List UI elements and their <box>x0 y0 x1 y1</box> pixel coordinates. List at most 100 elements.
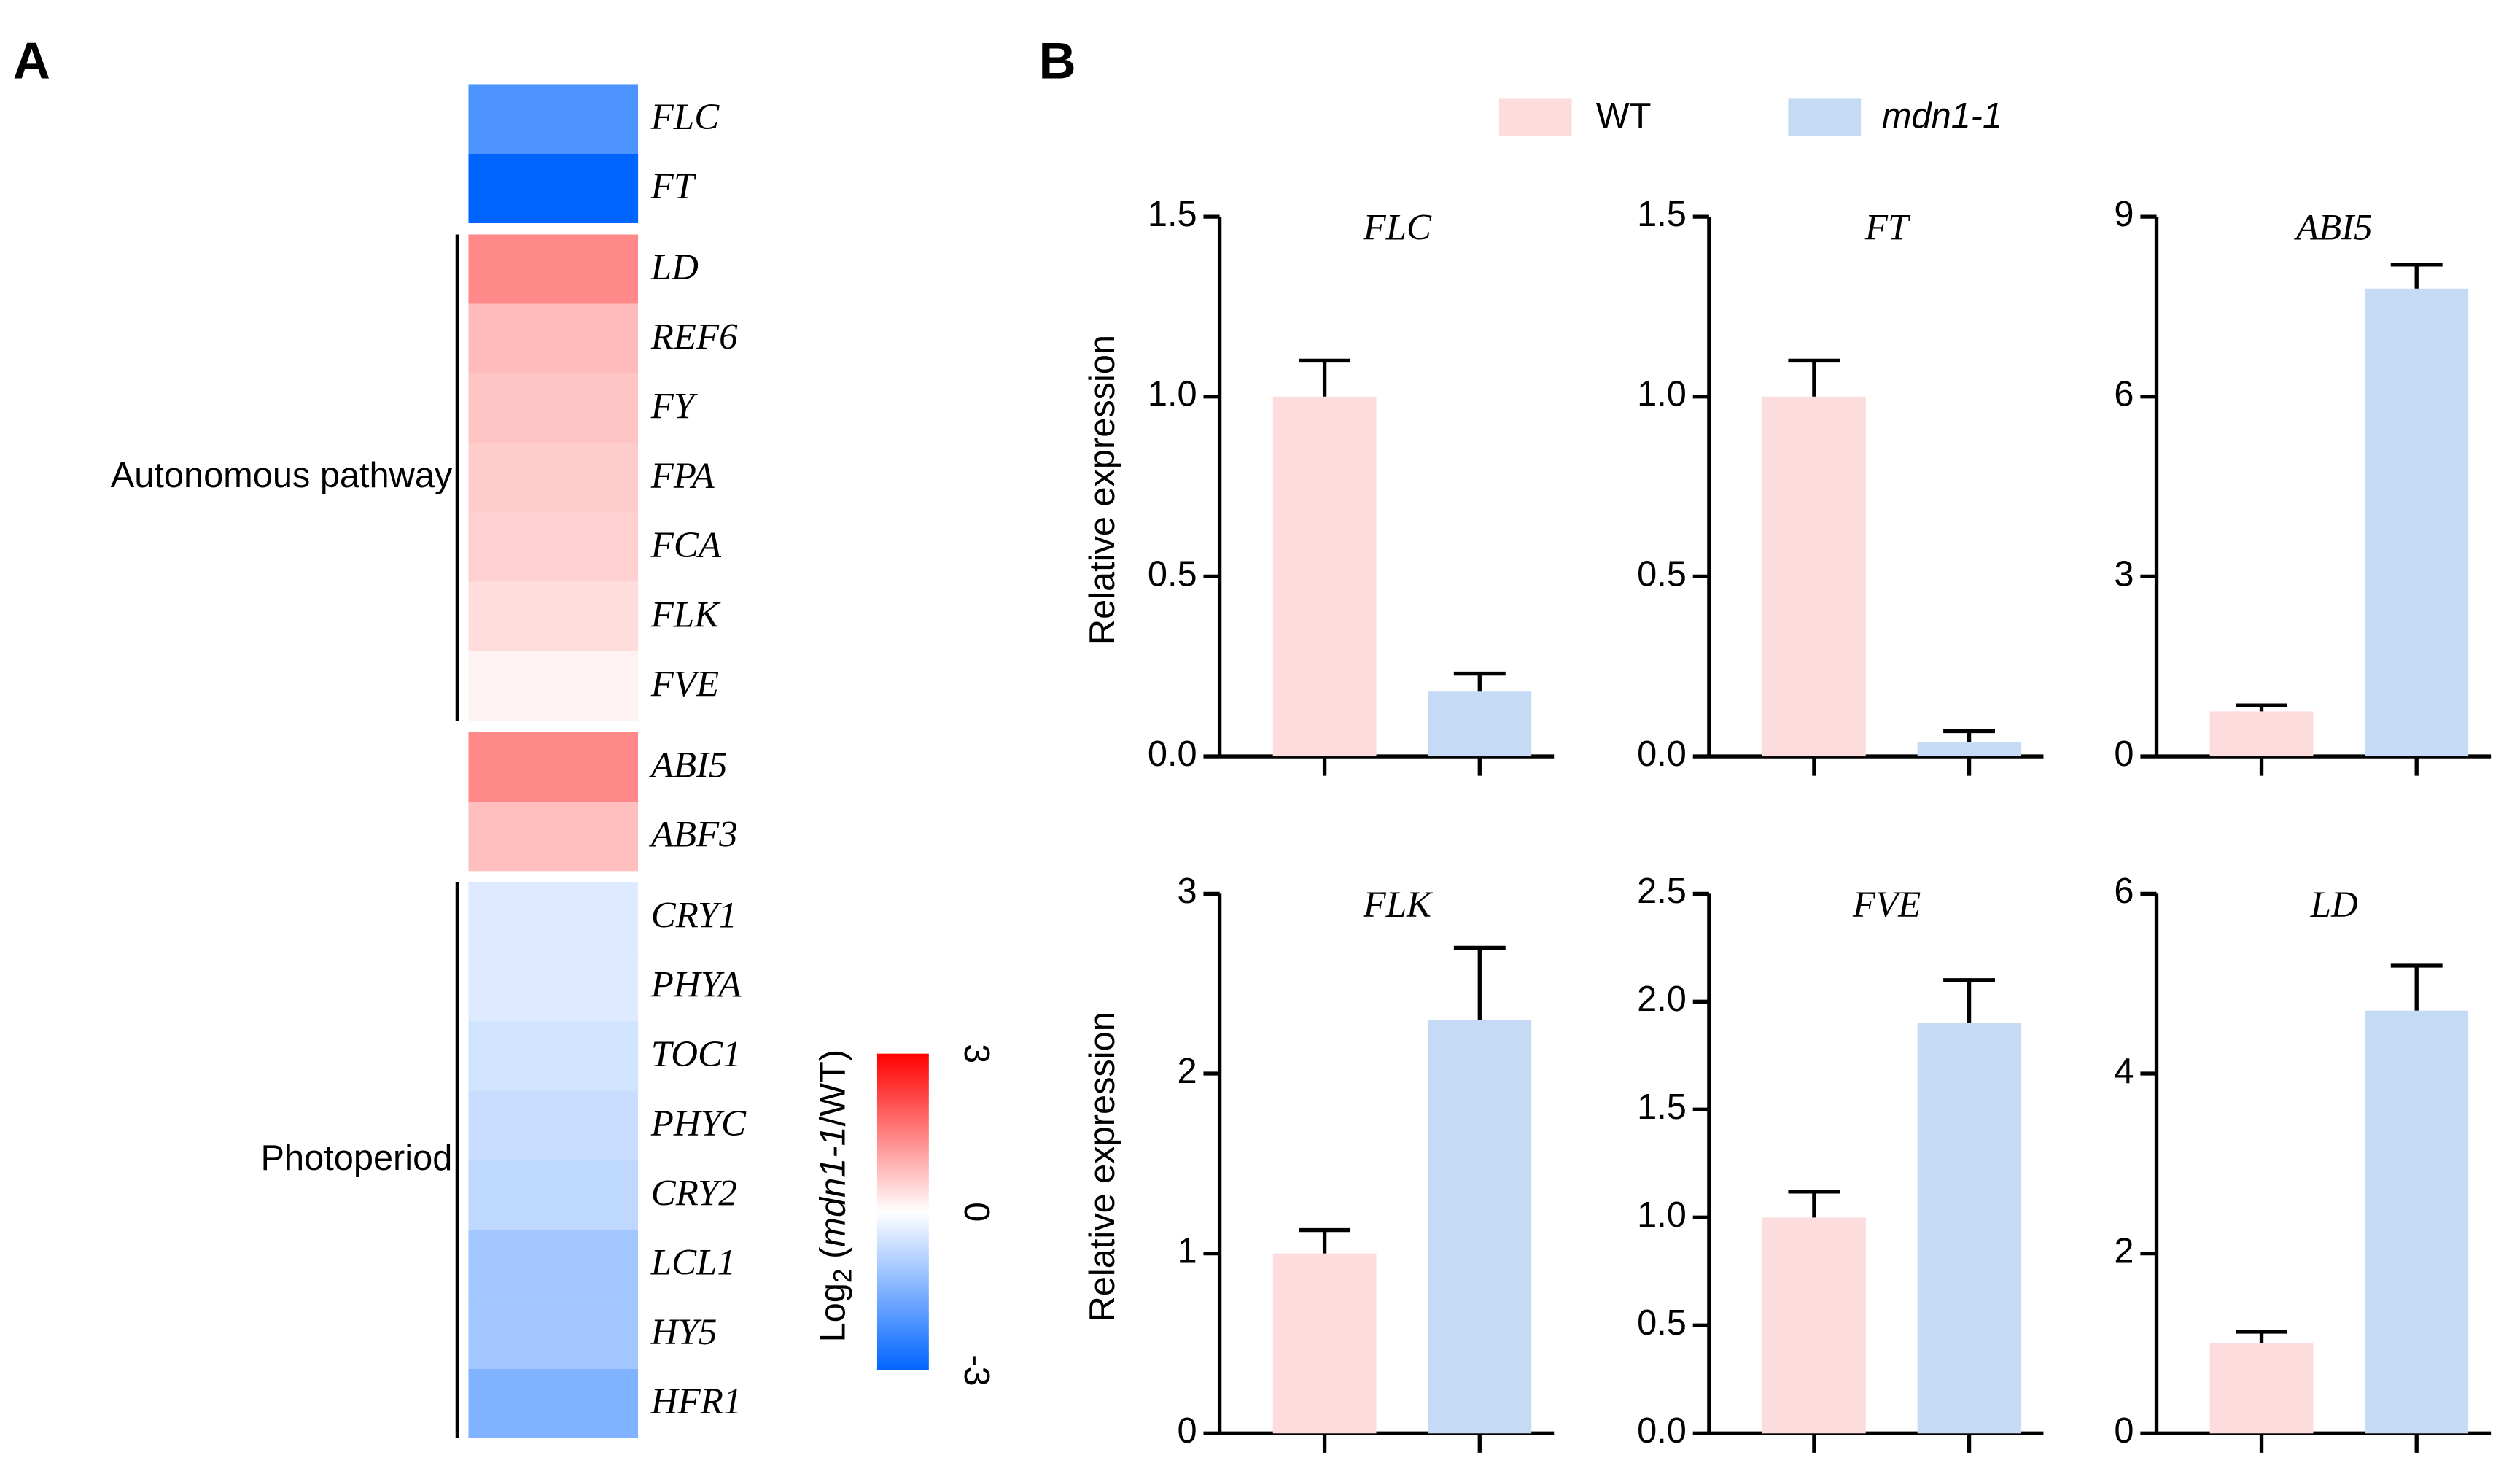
heatmap-cell <box>468 732 639 802</box>
panel-label: B <box>1038 33 1076 90</box>
heatmap-cell <box>468 952 639 1022</box>
bar <box>1428 1020 1532 1434</box>
colorbar-tick-label: 3 <box>957 1044 996 1063</box>
gene-label: ABF3 <box>649 815 738 856</box>
panel-label: A <box>13 33 50 90</box>
y-tick-label: 0.5 <box>1637 1303 1687 1343</box>
y-tick-label: 0 <box>2114 1411 2134 1451</box>
y-tick-label: 2 <box>2114 1232 2134 1271</box>
y-tick-label: 1.0 <box>1148 375 1197 414</box>
heatmap-cell <box>468 373 639 443</box>
bar <box>2209 1343 2314 1434</box>
heatmap-cell <box>468 153 639 223</box>
gene-label: PHYA <box>650 965 742 1006</box>
chart-title: FLK <box>1363 885 1434 926</box>
y-tick-label: 2 <box>1177 1052 1197 1091</box>
heatmap-cell <box>468 1368 639 1438</box>
error-bar <box>1299 1227 1351 1254</box>
chart-title: FT <box>1864 208 1911 249</box>
error-bar <box>1788 1190 1840 1218</box>
bar <box>1762 1217 1866 1434</box>
bar <box>1272 1253 1377 1434</box>
error-bar <box>2390 263 2443 289</box>
heatmap-cell <box>468 581 639 652</box>
error-bar <box>2236 1330 2287 1343</box>
heatmap-cell <box>468 234 639 304</box>
y-tick-label: 2.0 <box>1637 979 1687 1019</box>
y-tick-label: 0.0 <box>1637 1411 1687 1451</box>
colorbar-label-part: mdn1-1 <box>813 1126 852 1246</box>
chart-title: FLC <box>1363 208 1432 249</box>
colorbar-label-part: Log <box>813 1283 852 1342</box>
colorbar-label-part: 2 <box>828 1268 858 1283</box>
gene-label: FCA <box>650 525 722 566</box>
error-bar <box>2390 963 2443 1011</box>
bar <box>1762 396 1866 757</box>
heatmap-cell <box>468 84 639 154</box>
bar <box>2365 1010 2469 1434</box>
heatmap-cell <box>468 1090 639 1160</box>
heatmap-cell <box>468 1299 639 1369</box>
heatmap-cell <box>468 802 639 872</box>
chart-title: FVE <box>1852 885 1921 926</box>
y-tick-label: 1.5 <box>1637 1087 1687 1127</box>
y-tick-label: 2.5 <box>1637 872 1687 911</box>
gene-label: HY5 <box>650 1312 718 1353</box>
y-tick-label: 9 <box>2114 195 2134 234</box>
colorbar-label: Log2 (mdn1-1/WT) <box>813 1050 858 1342</box>
gene-label: FPA <box>650 456 715 497</box>
y-tick-label: 0.0 <box>1148 734 1197 774</box>
heatmap-cell <box>468 1160 639 1230</box>
gene-label: FT <box>650 166 697 207</box>
heatmap-cell <box>468 512 639 582</box>
bar <box>2365 288 2469 757</box>
y-axis-label: Relative expression <box>1083 335 1122 645</box>
gene-label: LD <box>650 247 699 288</box>
error-bar <box>1943 978 1995 1023</box>
gene-label: FY <box>650 387 698 427</box>
gene-label: FLK <box>650 594 721 635</box>
heatmap-cell <box>468 882 639 953</box>
group-label: Photoperiod <box>261 1138 453 1178</box>
heatmap-cell <box>468 1021 639 1091</box>
error-bar <box>2236 703 2287 712</box>
colorbar-label-part: /WT) <box>813 1050 852 1127</box>
legend-swatch <box>1788 98 1862 136</box>
error-bar <box>1453 945 1506 1020</box>
y-tick-label: 6 <box>2114 872 2134 911</box>
y-axis-label: Relative expression <box>1083 1012 1122 1322</box>
gene-label: REF6 <box>650 317 738 357</box>
gene-label: LCL1 <box>650 1243 736 1284</box>
y-tick-label: 1.0 <box>1637 1195 1687 1235</box>
colorbar <box>876 1053 929 1370</box>
heatmap-cell <box>468 651 639 721</box>
chart-title: LD <box>2310 885 2358 926</box>
gene-label: FVE <box>650 664 719 705</box>
y-tick-label: 1.0 <box>1637 375 1687 414</box>
error-bar <box>1299 358 1351 397</box>
colorbar-tick-label: 0 <box>957 1202 996 1222</box>
gene-label: CRY1 <box>651 895 737 936</box>
gene-label: CRY2 <box>651 1173 737 1214</box>
bar <box>1917 1023 2021 1434</box>
error-bar <box>1453 671 1506 692</box>
colorbar-label-part: ( <box>813 1247 852 1269</box>
y-tick-label: 0 <box>2114 734 2134 774</box>
error-bar <box>1943 729 1995 742</box>
y-tick-label: 1.5 <box>1148 195 1197 234</box>
y-tick-label: 0.5 <box>1637 554 1687 594</box>
heatmap-cell <box>468 303 639 373</box>
y-tick-label: 3 <box>2114 554 2134 594</box>
y-tick-label: 0.5 <box>1148 554 1197 594</box>
bar <box>1272 396 1377 757</box>
bar <box>2209 711 2314 757</box>
legend-label: WT <box>1596 96 1652 136</box>
chart-title: ABI5 <box>2294 208 2373 249</box>
group-label: Autonomous pathway <box>111 456 453 495</box>
legend-label: mdn1-1 <box>1882 96 2002 136</box>
y-tick-label: 1.5 <box>1637 195 1687 234</box>
heatmap-cell <box>468 1230 639 1300</box>
y-tick-label: 4 <box>2114 1052 2134 1091</box>
